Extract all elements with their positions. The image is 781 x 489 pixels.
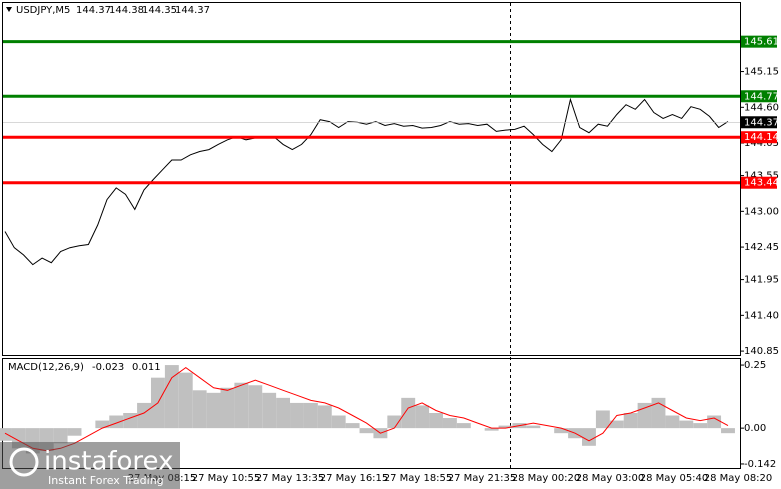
- macd-bar: [456, 423, 471, 429]
- level-label: 144.77: [744, 91, 779, 102]
- macd-bar: [484, 428, 499, 431]
- macd-bar: [721, 428, 735, 434]
- macd-bar: [0, 428, 12, 441]
- macd-bar: [67, 428, 82, 436]
- macd-bar: [442, 418, 457, 429]
- indicator-title: MACD(12,26,9): [8, 362, 84, 373]
- macd-bar: [429, 413, 443, 429]
- y-tick-label: 142.45: [744, 242, 779, 253]
- x-tick-label: 27 May 18:55: [384, 473, 453, 484]
- watermark-logo: [9, 447, 39, 477]
- signal-line: [4, 366, 729, 452]
- x-tick-label: 28 May 00:20: [512, 473, 581, 484]
- menu-arrow: [6, 7, 12, 12]
- level-label: 145.61: [744, 37, 779, 48]
- watermark: instaforex Instant Forex Trading: [0, 442, 180, 489]
- x-tick-label: 27 May 13:35: [256, 473, 325, 484]
- level-box: [741, 131, 777, 144]
- indicator-value: 0.011: [132, 362, 161, 373]
- macd-bar: [95, 420, 110, 429]
- ohlc-value: 144.37: [76, 5, 111, 16]
- macd-bar: [220, 387, 235, 429]
- price-panel: [2, 2, 741, 356]
- level-box: [741, 176, 777, 189]
- macd-bar: [248, 385, 263, 429]
- macd-bar: [693, 423, 708, 429]
- macd-bar: [387, 415, 402, 429]
- y-tick-label: 144.05: [744, 138, 779, 149]
- macd-bar: [317, 405, 332, 429]
- current-price-label: 144.37: [744, 117, 779, 128]
- watermark-brand: instaforex: [44, 447, 173, 477]
- macd-bar: [582, 428, 596, 446]
- x-tick-label: 28 May 08:20: [704, 473, 773, 484]
- y-tick-label: 144.60: [744, 102, 779, 113]
- x-tick-label: 28 May 03:00: [576, 473, 645, 484]
- macd-bar: [623, 413, 638, 429]
- macd-bar: [53, 428, 68, 444]
- watermark-tagline: Instant Forex Trading: [48, 474, 164, 487]
- macd-bar: [345, 423, 360, 429]
- level-box: [741, 35, 777, 48]
- macd-bar: [331, 415, 346, 429]
- x-tick-label: 27 May 10:55: [192, 473, 261, 484]
- y-tick-label: 145.15: [744, 67, 779, 78]
- y-tick-label: 141.40: [744, 310, 779, 321]
- y-tick-label: 143.55: [744, 171, 779, 182]
- indicator-value: -0.023: [92, 362, 124, 373]
- plot-layer: 145.15 144.60 144.05 143.55 143.00 142.45 141.…: [0, 35, 779, 484]
- y-tick-label: 140.85: [744, 346, 779, 357]
- ohlc-value: 144.38: [109, 5, 144, 16]
- x-tick-label: 27 May 16:15: [320, 473, 389, 484]
- symbol-title: USDJPY,M5: [16, 5, 70, 16]
- macd-bar: [164, 365, 179, 429]
- macd-bar: [303, 402, 318, 429]
- ohlc-value: 144.35: [142, 5, 177, 16]
- macd-bar: [290, 402, 304, 429]
- macd-bar: [665, 415, 680, 429]
- level-label: 144.14: [744, 132, 779, 143]
- macd-bar: [359, 428, 374, 434]
- macd-bar: [401, 397, 416, 429]
- macd-bar: [595, 410, 610, 429]
- price-line: [4, 97, 729, 266]
- macd-bar: [192, 390, 207, 429]
- macd-bar: [234, 382, 249, 429]
- macd-bar: [137, 402, 151, 429]
- macd-bar: [123, 413, 138, 429]
- macd-bar: [206, 392, 221, 429]
- ohlc-value: 144.37: [175, 5, 210, 16]
- macd-bar: [415, 405, 430, 429]
- macd-bar: [707, 415, 722, 429]
- macd-bar: [498, 425, 513, 429]
- macd-bar: [526, 425, 541, 429]
- y-tick-label: -0.142: [744, 459, 776, 470]
- macd-bar: [276, 397, 291, 429]
- y-tick-label: 141.95: [744, 275, 779, 286]
- macd-bar: [679, 420, 694, 429]
- x-tick-label: 28 May 05:40: [640, 473, 709, 484]
- y-tick-label: 0.25: [744, 360, 766, 371]
- macd-bar: [109, 415, 124, 429]
- level-label: 143.44: [744, 178, 779, 189]
- y-tick-label: 143.00: [744, 206, 779, 217]
- macd-bar: [651, 397, 666, 429]
- level-box: [741, 90, 777, 103]
- macd-bar: [609, 420, 624, 429]
- macd-bar: [262, 392, 277, 429]
- macd-bar: [554, 428, 569, 434]
- macd-bar: [178, 372, 193, 429]
- x-tick-label: 27 May 21:35: [448, 473, 517, 484]
- y-tick-label: 0.00: [744, 423, 766, 434]
- current-price-box: [741, 116, 777, 129]
